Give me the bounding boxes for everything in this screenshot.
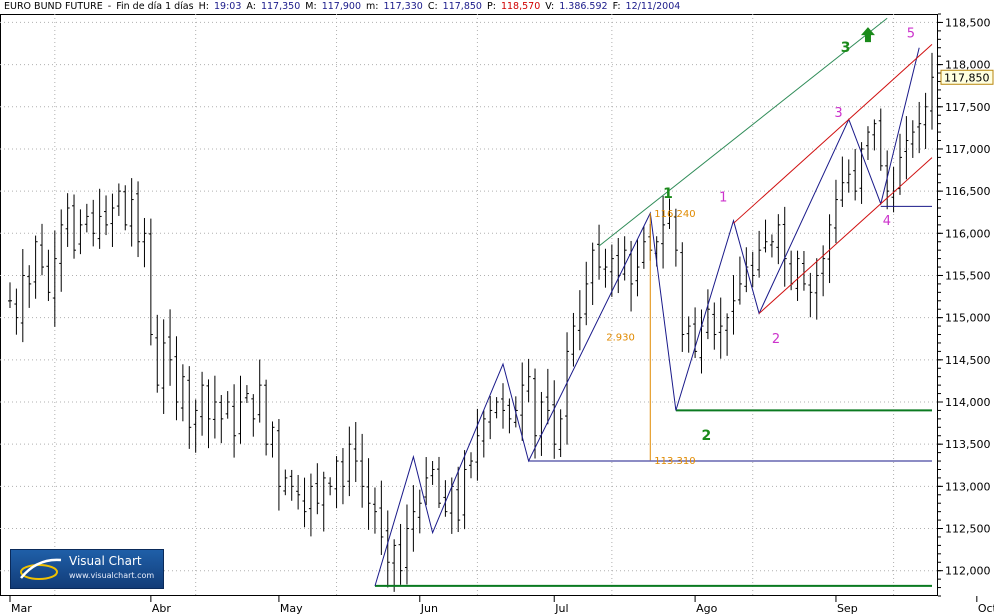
x-tick-label: Ago (696, 602, 718, 615)
period-label: Fin de día 1 días (116, 1, 194, 12)
wave-label: 3 (834, 106, 842, 121)
quote-item-label: M: (302, 1, 320, 12)
channel-upper-line (733, 44, 933, 224)
channel-lower-line (758, 157, 933, 314)
y-tick-label: 115,500 (945, 269, 991, 282)
visual-chart-logo: Visual Chart www.visualchart.com (10, 549, 164, 589)
wave-label: 1 (719, 190, 727, 205)
quote-item-value: 117,850 (442, 1, 482, 12)
quote-item-value: 1.386.592 (559, 1, 608, 12)
x-tick-label: May (280, 602, 303, 615)
upper-trend-line (598, 17, 888, 247)
quote-item-label: A: (243, 1, 259, 12)
x-tick-label: Abr (152, 602, 172, 615)
y-tick-label: 114,500 (945, 354, 991, 367)
last-price-label: 117,850 (944, 71, 990, 84)
quote-item-label: C: (424, 1, 441, 12)
quote-item-label: V: (542, 1, 558, 12)
wave-label: 5 (907, 27, 915, 42)
y-tick-label: 113,000 (945, 480, 991, 493)
quote-item-value: 12/11/2004 (625, 1, 681, 12)
wave-label: 3 (841, 40, 851, 56)
logo-url: www.visualchart.com (69, 571, 155, 580)
y-tick-label: 112,500 (945, 523, 991, 536)
wave-label: 1 (663, 186, 673, 202)
projection-range-label: 2.930 (606, 333, 635, 344)
y-tick-label: 117,500 (945, 101, 991, 114)
quote-item-value: 117,330 (383, 1, 423, 12)
x-tick-label: Jul (554, 602, 568, 615)
wave-label: 4 (883, 214, 891, 229)
quote-item-label: m: (363, 1, 382, 12)
quote-values: H: 19:03 A: 117,350 M: 117,900 m: 117,33… (199, 1, 683, 12)
projection-bottom-label: 113.310 (654, 456, 695, 467)
y-tick-label: 117,000 (945, 143, 991, 156)
quote-item-value: 118,570 (500, 1, 541, 12)
x-tick-label: Jun (420, 602, 438, 615)
y-tick-label: 116,500 (945, 185, 991, 198)
y-tick-label: 112,000 (945, 565, 991, 578)
y-tick-label: 114,000 (945, 396, 991, 409)
wave-label: 2 (772, 332, 780, 347)
quote-item-value: 117,900 (321, 1, 361, 12)
last-price-box (940, 69, 994, 85)
plot-area (0, 14, 938, 596)
y-tick-label: 113,500 (945, 438, 991, 451)
elliott-wave-line (374, 47, 920, 587)
y-tick-label: 118,500 (945, 16, 991, 29)
quote-info-bar: EURO BUND FUTURE - Fin de día 1 días H: … (0, 0, 944, 14)
logo-swoosh-icon (20, 558, 62, 580)
quote-item-value: 117,350 (260, 1, 301, 12)
logo-brand: Visual Chart (69, 554, 142, 568)
x-tick-label: Mar (11, 602, 32, 615)
x-tick-label: Sep (837, 602, 858, 615)
y-tick-label: 116,000 (945, 227, 991, 240)
quote-item-label: H: (198, 1, 212, 12)
wave-label: 2 (702, 428, 712, 444)
instrument-name: EURO BUND FUTURE (4, 1, 103, 12)
up-arrow-icon (860, 27, 875, 43)
quote-item-label: P: (483, 1, 499, 12)
y-tick-label: 118,000 (945, 59, 991, 72)
quote-item-value: 19:03 (214, 1, 242, 12)
y-tick-label: 115,000 (945, 312, 991, 325)
projection-top-label: 116.240 (654, 209, 695, 220)
quote-item-label: F: (609, 1, 624, 12)
x-tick-label: Oct (978, 602, 994, 615)
